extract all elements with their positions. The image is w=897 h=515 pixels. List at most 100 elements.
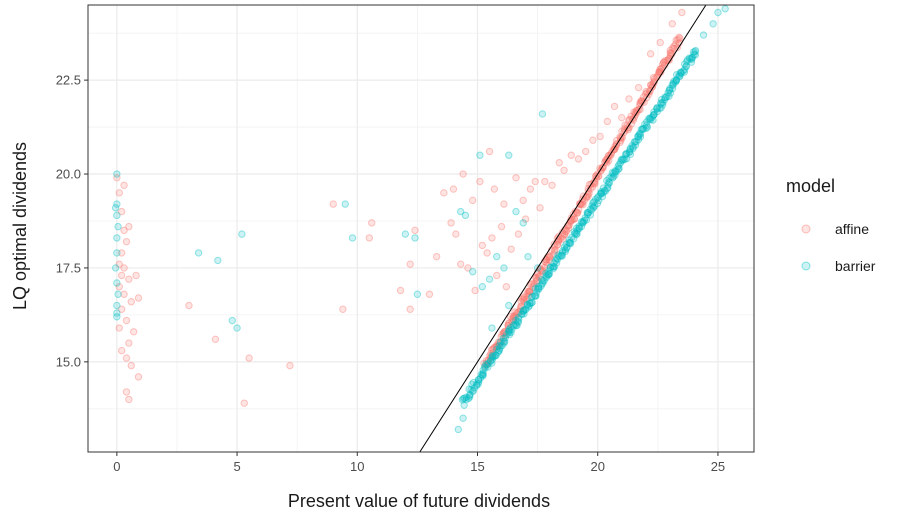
- data-point-barrier: [561, 247, 570, 256]
- data-point-barrier: [623, 149, 631, 158]
- data-point-barrier: [496, 338, 505, 346]
- y-tick-label: 15.0: [56, 354, 81, 369]
- data-point-barrier: [611, 168, 620, 176]
- data-point-affine: [117, 346, 126, 355]
- data-point-affine: [556, 234, 565, 243]
- y-tick-label: 20.0: [56, 167, 81, 182]
- data-point-affine: [425, 290, 434, 298]
- data-point-barrier: [539, 279, 547, 287]
- data-point-barrier: [649, 116, 657, 124]
- data-point-barrier: [456, 207, 465, 216]
- data-point-affine: [411, 226, 419, 235]
- data-point-affine: [117, 271, 126, 280]
- data-point-barrier: [617, 156, 625, 165]
- data-points: [111, 5, 729, 434]
- data-point-barrier: [113, 301, 121, 310]
- data-point-barrier: [579, 217, 587, 226]
- data-point-barrier: [539, 276, 547, 285]
- data-point-barrier: [489, 353, 497, 361]
- data-point-barrier: [533, 285, 542, 293]
- data-point-affine: [533, 277, 541, 285]
- data-point-barrier: [665, 86, 673, 95]
- data-point-barrier: [643, 118, 651, 126]
- data-point-affine: [122, 316, 131, 325]
- data-point-affine: [661, 57, 669, 65]
- data-point-barrier: [619, 156, 627, 164]
- grid-lines: [88, 5, 754, 452]
- data-point-affine: [487, 349, 495, 358]
- data-point-affine: [530, 282, 538, 290]
- data-point-barrier: [477, 370, 485, 379]
- data-point-barrier: [523, 301, 532, 309]
- data-point-affine: [569, 210, 578, 218]
- data-point-affine: [542, 258, 550, 267]
- data-point-barrier: [672, 76, 681, 85]
- data-point-barrier: [557, 251, 566, 259]
- data-point-affine: [621, 121, 629, 129]
- data-point-barrier: [572, 230, 581, 239]
- data-point-barrier: [615, 160, 623, 169]
- data-point-barrier: [488, 351, 497, 360]
- data-point-barrier: [622, 150, 630, 159]
- data-point-affine: [519, 196, 527, 205]
- x-tick-label: 15: [470, 459, 484, 474]
- data-point-affine: [511, 308, 519, 316]
- data-point-barrier: [506, 323, 515, 332]
- data-point-affine: [666, 49, 674, 57]
- data-point-affine: [666, 46, 674, 55]
- data-point-affine: [531, 177, 539, 186]
- data-point-barrier: [709, 20, 717, 28]
- data-point-affine: [487, 354, 495, 362]
- data-point-affine: [536, 265, 545, 273]
- data-point-affine: [545, 256, 554, 264]
- data-point-affine: [545, 252, 553, 261]
- data-point-barrier: [655, 104, 664, 112]
- data-point-barrier: [546, 263, 555, 271]
- data-point-barrier: [571, 230, 579, 238]
- data-point-affine: [491, 343, 499, 351]
- data-point-barrier: [653, 107, 661, 116]
- data-point-barrier: [647, 116, 655, 124]
- data-point-barrier: [484, 359, 493, 368]
- data-point-barrier: [669, 81, 677, 89]
- data-point-affine: [493, 342, 501, 351]
- data-point-affine: [562, 227, 570, 236]
- data-point-barrier: [650, 108, 658, 116]
- y-axis-title: LQ optimal dividends: [10, 142, 30, 310]
- data-point-affine: [518, 295, 526, 303]
- data-point-affine: [365, 234, 374, 242]
- data-point-affine: [115, 260, 123, 268]
- data-point-affine: [570, 215, 578, 223]
- data-point-affine: [497, 333, 505, 341]
- data-point-barrier: [544, 270, 553, 279]
- data-point-barrier: [614, 162, 622, 171]
- data-point-affine: [616, 133, 624, 141]
- data-point-affine: [584, 192, 592, 201]
- data-point-barrier: [616, 159, 625, 167]
- data-point-barrier: [488, 355, 497, 363]
- data-point-affine: [582, 147, 590, 156]
- data-point-barrier: [699, 31, 708, 39]
- data-point-barrier: [563, 243, 571, 252]
- data-point-affine: [646, 81, 655, 89]
- data-point-barrier: [603, 176, 611, 185]
- data-point-affine: [590, 177, 599, 185]
- data-point-affine: [522, 295, 531, 303]
- data-point-barrier: [657, 95, 666, 104]
- data-point-affine: [504, 321, 512, 330]
- legend-key-barrier: [801, 261, 811, 271]
- data-point-barrier: [504, 327, 513, 335]
- data-point-affine: [532, 273, 540, 282]
- data-point-affine: [678, 8, 686, 17]
- data-point-affine: [509, 316, 518, 324]
- data-point-barrier: [679, 67, 687, 75]
- data-point-affine: [561, 230, 569, 238]
- data-point-barrier: [496, 344, 504, 353]
- data-point-affine: [185, 301, 193, 310]
- data-point-barrier: [639, 124, 647, 133]
- data-point-affine: [120, 264, 128, 272]
- data-point-barrier: [682, 62, 691, 70]
- data-point-affine: [484, 357, 492, 366]
- data-point-barrier: [604, 180, 612, 189]
- data-point-barrier: [498, 341, 506, 350]
